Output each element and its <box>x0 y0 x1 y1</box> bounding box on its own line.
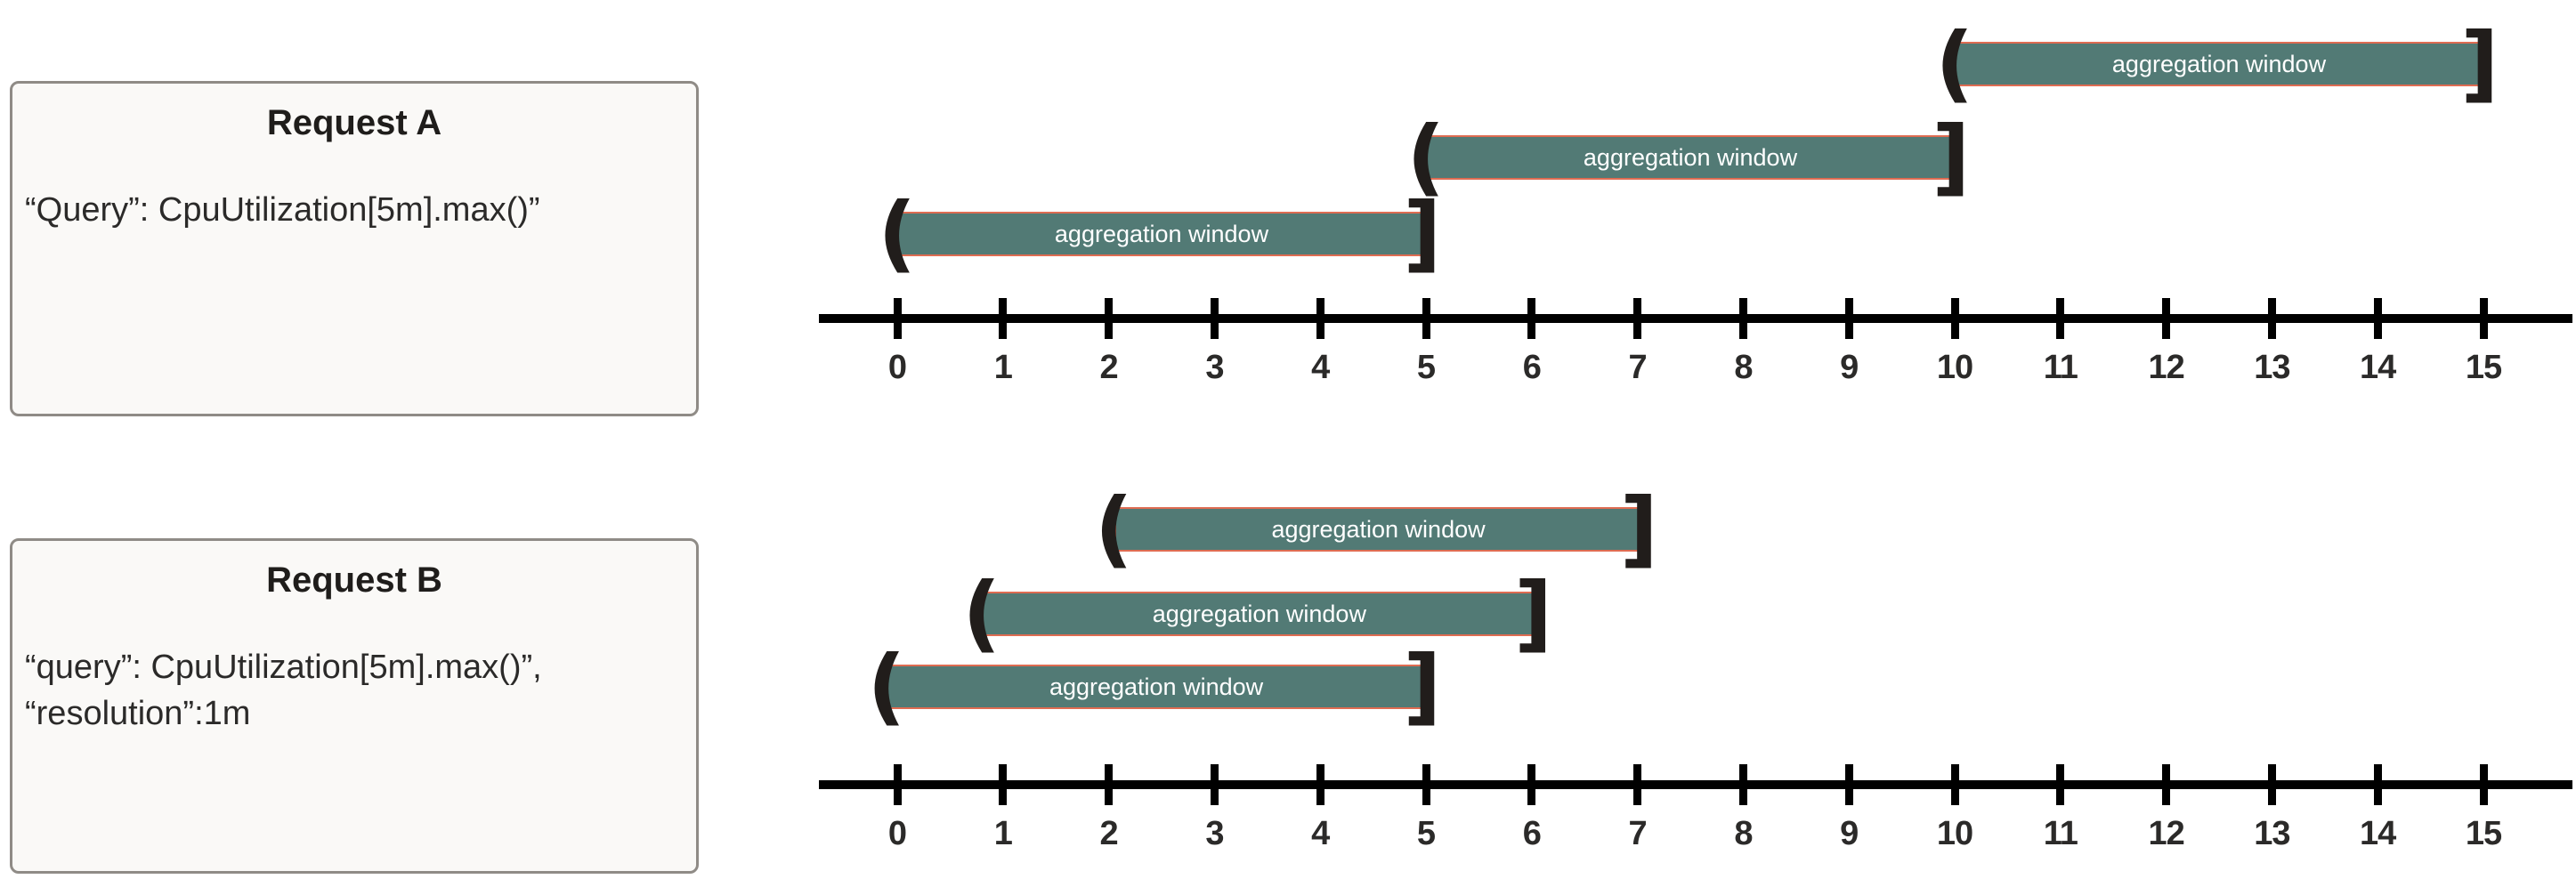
aggregation-window-bar: aggregation window(] <box>1406 116 1970 199</box>
tick-label: 8 <box>1734 815 1753 852</box>
close-bracket-icon: ] <box>2460 15 2499 112</box>
tick-mark <box>2056 764 2065 805</box>
tick-label: 5 <box>1416 815 1436 852</box>
aggregation-window-label: aggregation window <box>1049 673 1264 700</box>
request-b-query-text: “query”: CpuUtilization[5m].max()”, “res… <box>25 649 542 732</box>
tick-mark <box>1527 298 1536 339</box>
tick-mark <box>1210 298 1219 339</box>
tick-label: 13 <box>2254 349 2290 386</box>
open-paren-icon: ( <box>1094 480 1133 577</box>
open-paren-icon: ( <box>1406 109 1446 206</box>
tick-mark <box>1738 298 1747 339</box>
aggregation-window-label: aggregation window <box>1054 220 1269 247</box>
tick-mark <box>1738 764 1747 805</box>
tick-mark <box>2267 298 2276 339</box>
tick-mark <box>1316 764 1324 805</box>
tick-label: 14 <box>2360 815 2396 852</box>
tick-label: 6 <box>1522 349 1542 386</box>
tick-label: 11 <box>2043 349 2078 386</box>
tick-label: 4 <box>1311 349 1330 386</box>
close-bracket-icon: ] <box>1932 109 1971 206</box>
tick-label: 14 <box>2360 349 2396 386</box>
tick-mark <box>1105 764 1114 805</box>
request-a-box: Request A “Query”: CpuUtilization[5m].ma… <box>10 81 699 416</box>
tick-label: 3 <box>1205 349 1224 386</box>
aggregation-window-bar: aggregation window(] <box>867 645 1441 729</box>
aggregation-window-label: aggregation window <box>1152 600 1366 627</box>
tick-label: 10 <box>1936 349 1973 386</box>
tick-label: 13 <box>2254 815 2290 852</box>
open-paren-icon: ( <box>867 638 906 735</box>
close-bracket-icon: ] <box>1619 480 1658 577</box>
tick-mark <box>1950 298 1959 339</box>
tick-mark <box>2479 764 2488 805</box>
tick-label: 1 <box>993 349 1013 386</box>
tick-mark <box>1105 298 1114 339</box>
tick-mark <box>1633 764 1642 805</box>
tick-mark <box>2373 764 2382 805</box>
tick-label: 15 <box>2465 815 2502 852</box>
tick-label: 6 <box>1522 815 1542 852</box>
tick-label: 15 <box>2465 349 2502 386</box>
tick-label: 12 <box>2148 349 2184 386</box>
request-a-query-text: “Query”: CpuUtilization[5m].max()” <box>25 191 540 229</box>
tick-label: 2 <box>1099 815 1119 852</box>
close-bracket-icon: ] <box>1514 565 1553 662</box>
aggregation-window-bar: aggregation window(] <box>1095 488 1658 571</box>
tick-mark <box>1527 764 1536 805</box>
tick-label: 9 <box>1840 349 1859 386</box>
open-paren-icon: ( <box>1935 15 1974 112</box>
tick-mark <box>2162 764 2171 805</box>
tick-mark <box>999 764 1008 805</box>
tick-mark <box>1633 298 1642 339</box>
tick-mark <box>2162 298 2171 339</box>
tick-mark <box>1950 764 1959 805</box>
aggregation-window-label: aggregation window <box>1583 143 1798 171</box>
time-axis-line <box>819 314 2572 323</box>
tick-label: 2 <box>1099 349 1119 386</box>
tick-mark <box>2267 764 2276 805</box>
tick-label: 7 <box>1628 349 1648 386</box>
tick-label: 8 <box>1734 349 1753 386</box>
tick-label: 0 <box>887 349 907 386</box>
tick-mark <box>2479 298 2488 339</box>
close-bracket-icon: ] <box>1403 185 1442 282</box>
tick-mark <box>1422 298 1430 339</box>
tick-mark <box>2056 298 2065 339</box>
tick-mark <box>1316 298 1324 339</box>
tick-label: 3 <box>1205 815 1224 852</box>
request-a-title: Request A <box>266 103 442 142</box>
tick-mark <box>1844 764 1853 805</box>
time-axis-line <box>819 780 2572 789</box>
aggregation-window-bar: aggregation window(] <box>1935 22 2499 106</box>
tick-mark <box>999 298 1008 339</box>
tick-label: 9 <box>1840 815 1859 852</box>
aggregation-window-label: aggregation window <box>1271 515 1486 543</box>
tick-label: 12 <box>2148 815 2184 852</box>
tick-mark <box>1422 764 1430 805</box>
tick-label: 4 <box>1311 815 1330 852</box>
aggregation-window-label: aggregation window <box>2111 50 2327 77</box>
tick-label: 5 <box>1416 349 1436 386</box>
tick-mark <box>2373 298 2382 339</box>
open-paren-icon: ( <box>962 565 1001 662</box>
tick-mark <box>1844 298 1853 339</box>
tick-label: 1 <box>993 815 1013 852</box>
tick-label: 11 <box>2043 815 2078 852</box>
tick-mark <box>893 764 902 805</box>
open-paren-icon: ( <box>878 185 917 282</box>
tick-label: 7 <box>1628 815 1648 852</box>
tick-mark <box>893 298 902 339</box>
aggregation-window-bar: aggregation window(] <box>878 192 1441 276</box>
request-b-box: Request B “query”: CpuUtilization[5m].ma… <box>10 538 699 874</box>
tick-mark <box>1210 764 1219 805</box>
tick-label: 0 <box>887 815 907 852</box>
close-bracket-icon: ] <box>1403 638 1442 735</box>
aggregation-window-bar: aggregation window(] <box>962 572 1552 656</box>
tick-label: 10 <box>1936 815 1973 852</box>
request-b-title: Request B <box>266 560 442 600</box>
